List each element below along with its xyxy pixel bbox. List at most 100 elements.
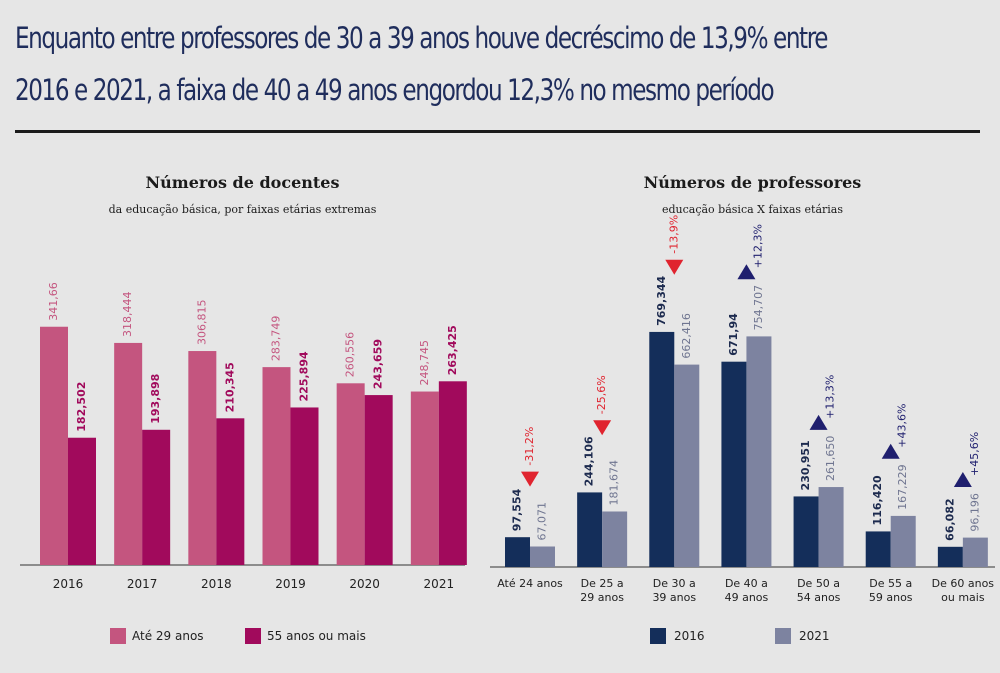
- chart-2-category-label-de-60-anos-ou-mais: De 60 anos ou mais: [932, 577, 995, 604]
- chart-1-bar-at-29-anos-2019: [262, 367, 291, 565]
- chart-2-category-label-line: Até 24 anos: [497, 577, 563, 590]
- chart-2-subtitle: educação básica X faixas etárias: [661, 203, 844, 216]
- chart-1-bar-55-anos-ou-mais-2016: [68, 437, 96, 565]
- chart-2-annotation-at-24-anos: -31,2%: [523, 427, 536, 466]
- chart-2-category-label-line: De 40 a: [725, 577, 768, 590]
- chart-2-legend-swatch-2016: [650, 628, 666, 644]
- chart-2-category-label-line: De 30 a: [653, 577, 696, 590]
- chart-2-bar-2016-de-55-a-59-anos: [865, 531, 891, 567]
- chart-2-bar-2021-de-50-a-54-anos: [818, 487, 844, 567]
- chart-2-legend-label-2021: 2021: [799, 629, 830, 643]
- chart-1-value-label-at-29-anos-2018: 306,815: [195, 300, 208, 346]
- headline-line-1: Enquanto entre professores de 30 a 39 an…: [15, 21, 828, 55]
- chart-2-category-label-de-50-a-54-anos: De 50 a 54 anos: [797, 577, 841, 604]
- chart-1-value-label-55-anos-ou-mais-2021: 263,425: [446, 325, 459, 375]
- chart-2-value-label-2016-de-40-a-49-anos: 671,94: [727, 313, 740, 356]
- chart-2-marker-down-de-30-a-39-anos: [665, 259, 684, 275]
- chart-1-value-label-55-anos-ou-mais-2020: 243,659: [372, 339, 385, 389]
- chart-1-bar-at-29-anos-2021: [410, 391, 439, 565]
- chart-1-category-label-2021: 2021: [424, 577, 455, 591]
- chart-2-value-label-2016-de-25-a-29-anos: 244,106: [583, 436, 596, 486]
- chart-1-bar-55-anos-ou-mais-2020: [364, 395, 393, 565]
- chart-1-category-label-2016: 2016: [53, 577, 84, 591]
- chart-1-legend-label-at-29-anos: Até 29 anos: [132, 629, 204, 643]
- chart-2-annotation-de-60-anos-ou-mais: +45,6%: [968, 432, 981, 476]
- chart-1-value-label-55-anos-ou-mais-2017: 193,898: [149, 374, 162, 424]
- chart-1-category-label-2020: 2020: [349, 577, 380, 591]
- chart-2-bar-2016-de-25-a-29-anos: [577, 492, 603, 567]
- chart-2-annotation-de-50-a-54-anos: +13,3%: [824, 375, 837, 419]
- chart-2-bar-2016-de-50-a-54-anos: [793, 496, 819, 567]
- chart-2-marker-down-de-25-a-29-anos: [593, 420, 612, 436]
- chart-1-bar-at-29-anos-2020: [336, 383, 365, 565]
- chart-2-marker-down-at-24-anos: [521, 471, 539, 487]
- chart-2-bar-2021-at-24-anos: [530, 546, 555, 567]
- chart-2-title: Números de professores: [643, 173, 862, 192]
- chart-1-value-label-55-anos-ou-mais-2016: 182,502: [75, 382, 88, 432]
- chart-2-category-label-line: De 60 anos: [932, 577, 995, 590]
- chart-2-bar-2021-de-55-a-59-anos: [890, 515, 916, 567]
- chart-2-value-label-2021-de-55-a-59-anos: 167,229: [896, 464, 909, 510]
- chart-1-legend-swatch-at-29-anos: [110, 628, 126, 644]
- chart-2-bar-2016-de-40-a-49-anos: [721, 361, 747, 567]
- chart-2-annotation-de-30-a-39-anos: -13,9%: [667, 215, 680, 254]
- chart-2-category-label-line: 39 anos: [652, 591, 696, 604]
- chart-2-marker-up-de-60-anos-ou-mais: [953, 472, 972, 488]
- chart-2-bar-2021-de-25-a-29-anos: [602, 511, 628, 567]
- chart-2-category-label-line: De 50 a: [797, 577, 840, 590]
- chart-1-legend-swatch-55-anos-ou-mais: [245, 628, 261, 644]
- chart-2-category-label-at-24-anos: Até 24 anos: [497, 577, 563, 590]
- chart-1-value-label-at-29-anos-2017: 318,444: [121, 291, 134, 337]
- chart-2-value-label-2021-de-60-anos-ou-mais: 96,196: [968, 493, 981, 532]
- chart-2-marker-up-de-40-a-49-anos: [737, 264, 756, 280]
- chart-2-category-label-de-25-a-29-anos: De 25 a 29 anos: [580, 577, 624, 604]
- chart-2-value-label-2021-at-24-anos: 67,071: [536, 502, 549, 541]
- chart-1-value-label-55-anos-ou-mais-2018: 210,345: [223, 362, 236, 412]
- chart-1-title: Números de docentes: [145, 173, 340, 192]
- chart-1-category-label-2018: 2018: [201, 577, 232, 591]
- chart-2-category-label-line: 29 anos: [580, 591, 624, 604]
- chart-2-bar-2016-de-60-anos-ou-mais: [937, 546, 963, 567]
- chart-1-bar-at-29-anos-2017: [114, 342, 143, 565]
- chart-2-marker-up-de-50-a-54-anos: [809, 414, 828, 430]
- chart-1-value-label-at-29-anos-2019: 283,749: [270, 316, 283, 362]
- chart-2-category-label-line: De 55 a: [869, 577, 912, 590]
- headline-line-2: 2016 e 2021, a faixa de 40 a 49 anos eng…: [15, 73, 775, 107]
- chart-2-annotation-de-40-a-49-anos: +12,3%: [751, 224, 764, 268]
- chart-2-annotation-de-55-a-59-anos: +43,6%: [896, 404, 909, 448]
- chart-2-value-label-2021-de-30-a-39-anos: 662,416: [680, 313, 693, 359]
- chart-2-value-label-2016-de-55-a-59-anos: 116,420: [871, 475, 884, 525]
- chart-1-bar-55-anos-ou-mais-2017: [142, 429, 171, 565]
- chart-1-subtitle: da educação básica, por faixas etárias e…: [108, 203, 377, 216]
- chart-1-category-label-2017: 2017: [127, 577, 158, 591]
- chart-1-legend-label-55-anos-ou-mais: 55 anos ou mais: [267, 629, 366, 643]
- chart-2-category-label-de-40-a-49-anos: De 40 a 49 anos: [725, 577, 769, 604]
- chart-1-bar-55-anos-ou-mais-2021: [438, 381, 467, 565]
- chart-2-bar-2021-de-60-anos-ou-mais: [962, 537, 988, 567]
- chart-1-bar-at-29-anos-2018: [188, 351, 217, 565]
- headline: Enquanto entre professores de 30 a 39 an…: [15, 12, 869, 116]
- chart-2-value-label-2016-at-24-anos: 97,554: [511, 488, 524, 531]
- chart-2-category-label-line: ou mais: [941, 591, 985, 604]
- chart-2-category-label-line: 49 anos: [725, 591, 769, 604]
- chart-2-category-label-de-55-a-59-anos: De 55 a 59 anos: [869, 577, 913, 604]
- chart-2-category-label-de-30-a-39-anos: De 30 a 39 anos: [652, 577, 696, 604]
- chart-2-legend-swatch-2021: [775, 628, 791, 644]
- chart-2-category-label-line: 59 anos: [869, 591, 913, 604]
- chart-1-value-label-at-29-anos-2016: 341,66: [47, 282, 60, 321]
- chart-1-bar-at-29-anos-2016: [40, 326, 68, 565]
- chart-2-bar-2016-de-30-a-39-anos: [649, 331, 675, 567]
- chart-2-value-label-2016-de-50-a-54-anos: 230,951: [799, 440, 812, 490]
- chart-1-value-label-at-29-anos-2020: 260,556: [344, 332, 357, 378]
- chart-1-category-label-2019: 2019: [275, 577, 306, 591]
- chart-1-bar-55-anos-ou-mais-2018: [216, 418, 245, 565]
- chart-2-value-label-2016-de-60-anos-ou-mais: 66,082: [943, 498, 956, 540]
- chart-1-value-label-at-29-anos-2021: 248,745: [418, 340, 431, 386]
- chart-2-value-label-2021-de-40-a-49-anos: 754,707: [752, 285, 765, 331]
- chart-2-category-label-line: De 25 a: [581, 577, 624, 590]
- headline-divider: [15, 130, 980, 133]
- chart-2-marker-up-de-55-a-59-anos: [881, 443, 900, 459]
- chart-2-legend-label-2016: 2016: [674, 629, 705, 643]
- chart-2-annotation-de-25-a-29-anos: -25,6%: [595, 375, 608, 414]
